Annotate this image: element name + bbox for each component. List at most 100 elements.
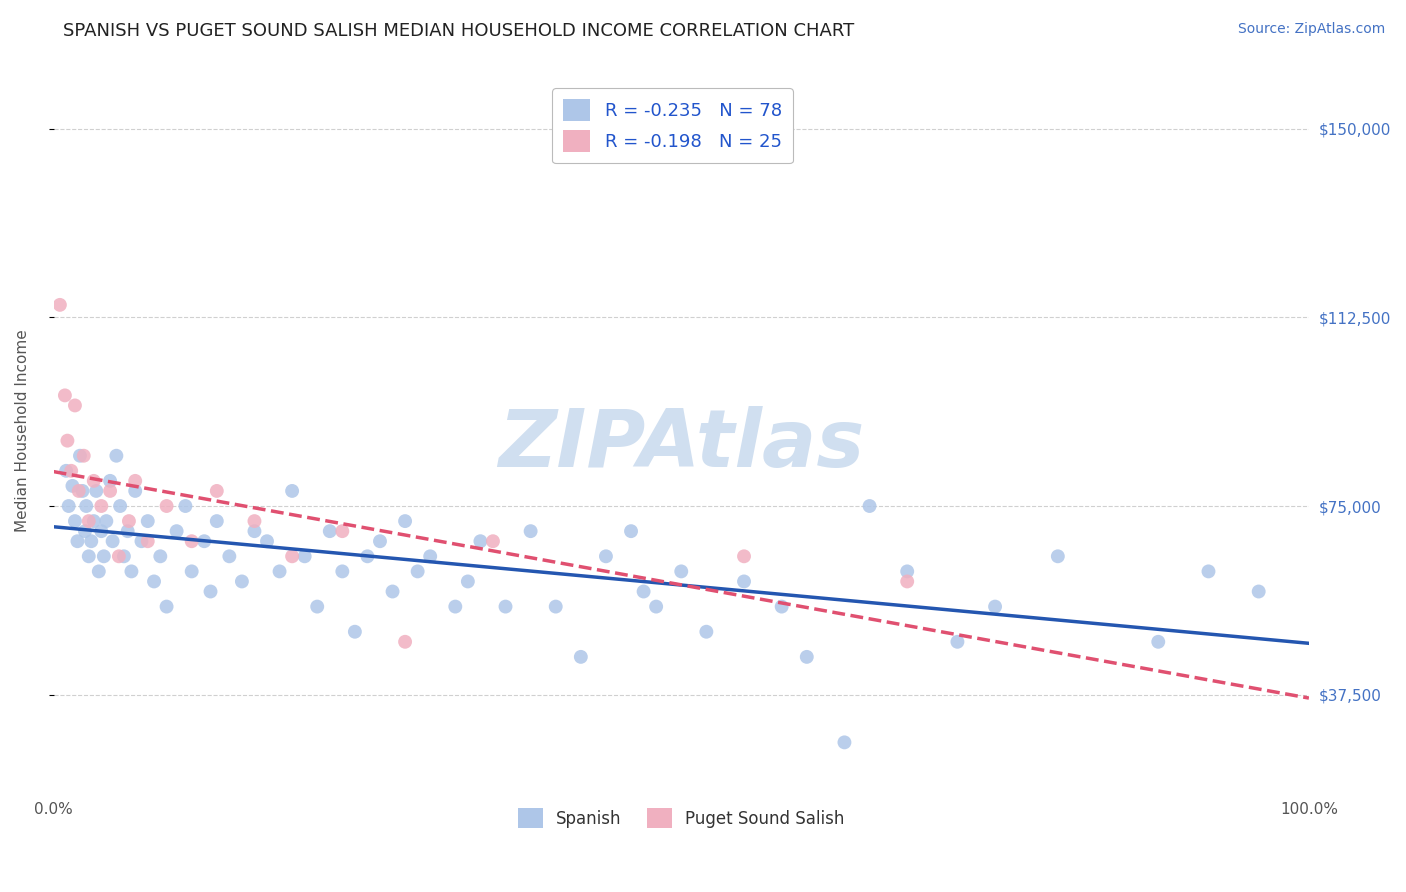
Point — [482, 534, 505, 549]
Point — [519, 524, 541, 538]
Point — [98, 474, 121, 488]
Point — [96, 514, 118, 528]
Point — [368, 534, 391, 549]
Point — [294, 549, 316, 564]
Point — [394, 634, 416, 648]
Point — [73, 524, 96, 538]
Point — [193, 534, 215, 549]
Point — [55, 464, 77, 478]
Y-axis label: Median Household Income: Median Household Income — [15, 329, 30, 532]
Point — [174, 499, 197, 513]
Point — [136, 534, 159, 549]
Point — [281, 549, 304, 564]
Point — [281, 483, 304, 498]
Point — [394, 514, 416, 528]
Point — [124, 474, 146, 488]
Point — [419, 549, 441, 564]
Point — [166, 524, 188, 538]
Point — [620, 524, 643, 538]
Point — [671, 565, 693, 579]
Point — [834, 735, 856, 749]
Point — [124, 483, 146, 498]
Point — [633, 584, 655, 599]
Point — [72, 483, 94, 498]
Point — [231, 574, 253, 589]
Point — [569, 649, 592, 664]
Point — [120, 565, 142, 579]
Point — [205, 514, 228, 528]
Point — [356, 549, 378, 564]
Point — [695, 624, 717, 639]
Point — [101, 534, 124, 549]
Point — [1198, 565, 1220, 579]
Point — [149, 549, 172, 564]
Point — [93, 549, 115, 564]
Point — [946, 634, 969, 648]
Point — [330, 565, 353, 579]
Point — [343, 624, 366, 639]
Point — [218, 549, 240, 564]
Point — [63, 514, 86, 528]
Point — [155, 599, 177, 614]
Point — [256, 534, 278, 549]
Point — [73, 449, 96, 463]
Point — [205, 483, 228, 498]
Point — [98, 483, 121, 498]
Point — [595, 549, 617, 564]
Point — [180, 534, 202, 549]
Point — [330, 524, 353, 538]
Point — [77, 514, 100, 528]
Point — [105, 449, 128, 463]
Point — [49, 298, 72, 312]
Point — [90, 499, 112, 513]
Point — [80, 534, 103, 549]
Legend: Spanish, Puget Sound Salish: Spanish, Puget Sound Salish — [512, 801, 851, 835]
Point — [770, 599, 793, 614]
Point — [896, 565, 918, 579]
Point — [117, 524, 139, 538]
Point — [444, 599, 467, 614]
Point — [1247, 584, 1270, 599]
Point — [58, 499, 80, 513]
Point — [896, 574, 918, 589]
Point — [118, 514, 141, 528]
Point — [131, 534, 153, 549]
Point — [200, 584, 222, 599]
Point — [470, 534, 492, 549]
Point — [112, 549, 135, 564]
Point — [83, 514, 105, 528]
Point — [243, 514, 266, 528]
Point — [457, 574, 479, 589]
Point — [796, 649, 818, 664]
Point — [243, 524, 266, 538]
Text: SPANISH VS PUGET SOUND SALISH MEDIAN HOUSEHOLD INCOME CORRELATION CHART: SPANISH VS PUGET SOUND SALISH MEDIAN HOU… — [63, 22, 855, 40]
Point — [69, 449, 91, 463]
Point — [83, 474, 105, 488]
Point — [84, 483, 107, 498]
Point — [319, 524, 342, 538]
Point — [1046, 549, 1069, 564]
Point — [381, 584, 404, 599]
Point — [269, 565, 291, 579]
Point — [495, 599, 517, 614]
Point — [733, 574, 755, 589]
Point — [90, 524, 112, 538]
Point — [858, 499, 880, 513]
Point — [143, 574, 166, 589]
Point — [108, 499, 131, 513]
Point — [77, 549, 100, 564]
Point — [63, 399, 86, 413]
Point — [75, 499, 97, 513]
Point — [544, 599, 567, 614]
Point — [307, 599, 329, 614]
Point — [406, 565, 429, 579]
Point — [1147, 634, 1170, 648]
Point — [645, 599, 668, 614]
Point — [180, 565, 202, 579]
Text: Source: ZipAtlas.com: Source: ZipAtlas.com — [1237, 22, 1385, 37]
Point — [67, 483, 90, 498]
Point — [155, 499, 177, 513]
Point — [53, 388, 76, 402]
Point — [62, 479, 84, 493]
Point — [984, 599, 1007, 614]
